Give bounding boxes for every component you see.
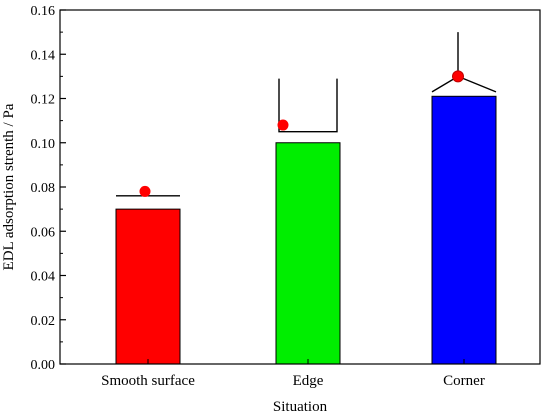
y-ticks: 0.00 0.02 0.04 0.06 0.08 0.10 0.12 0.14 0.16	[31, 4, 66, 373]
plot-frame	[59, 9, 541, 365]
y-axis-label: EDL adsorption strenth / Pa	[1, 103, 17, 270]
data-marker	[139, 185, 151, 197]
error-bar	[278, 78, 338, 133]
y-tick-label: 0.08	[31, 181, 56, 196]
y-tick-label: 0.06	[31, 225, 56, 240]
data-marker	[452, 70, 464, 83]
y-tick-label: 0.10	[31, 137, 56, 152]
x-tick-labels: Smooth surface Edge Corner	[101, 359, 485, 389]
markers	[139, 70, 464, 197]
y-tick-label: 0.02	[31, 314, 56, 329]
x-axis-label: Situation	[273, 399, 328, 415]
bar-smooth-surface	[115, 208, 181, 365]
y-tick-label: 0.12	[31, 93, 56, 108]
y-tick-label: 0.14	[31, 48, 56, 63]
bars	[115, 95, 497, 365]
x-tick-label: Smooth surface	[101, 373, 195, 389]
bar-edge	[275, 142, 341, 365]
x-tick-label: Edge	[293, 373, 324, 389]
x-tick-label: Corner	[443, 373, 485, 389]
error-bar	[431, 75, 497, 93]
y-tick-label: 0.00	[31, 358, 56, 373]
bar-corner	[431, 95, 497, 365]
data-marker	[277, 119, 289, 131]
y-tick-label: 0.16	[31, 4, 56, 19]
y-tick-label: 0.04	[31, 270, 56, 285]
